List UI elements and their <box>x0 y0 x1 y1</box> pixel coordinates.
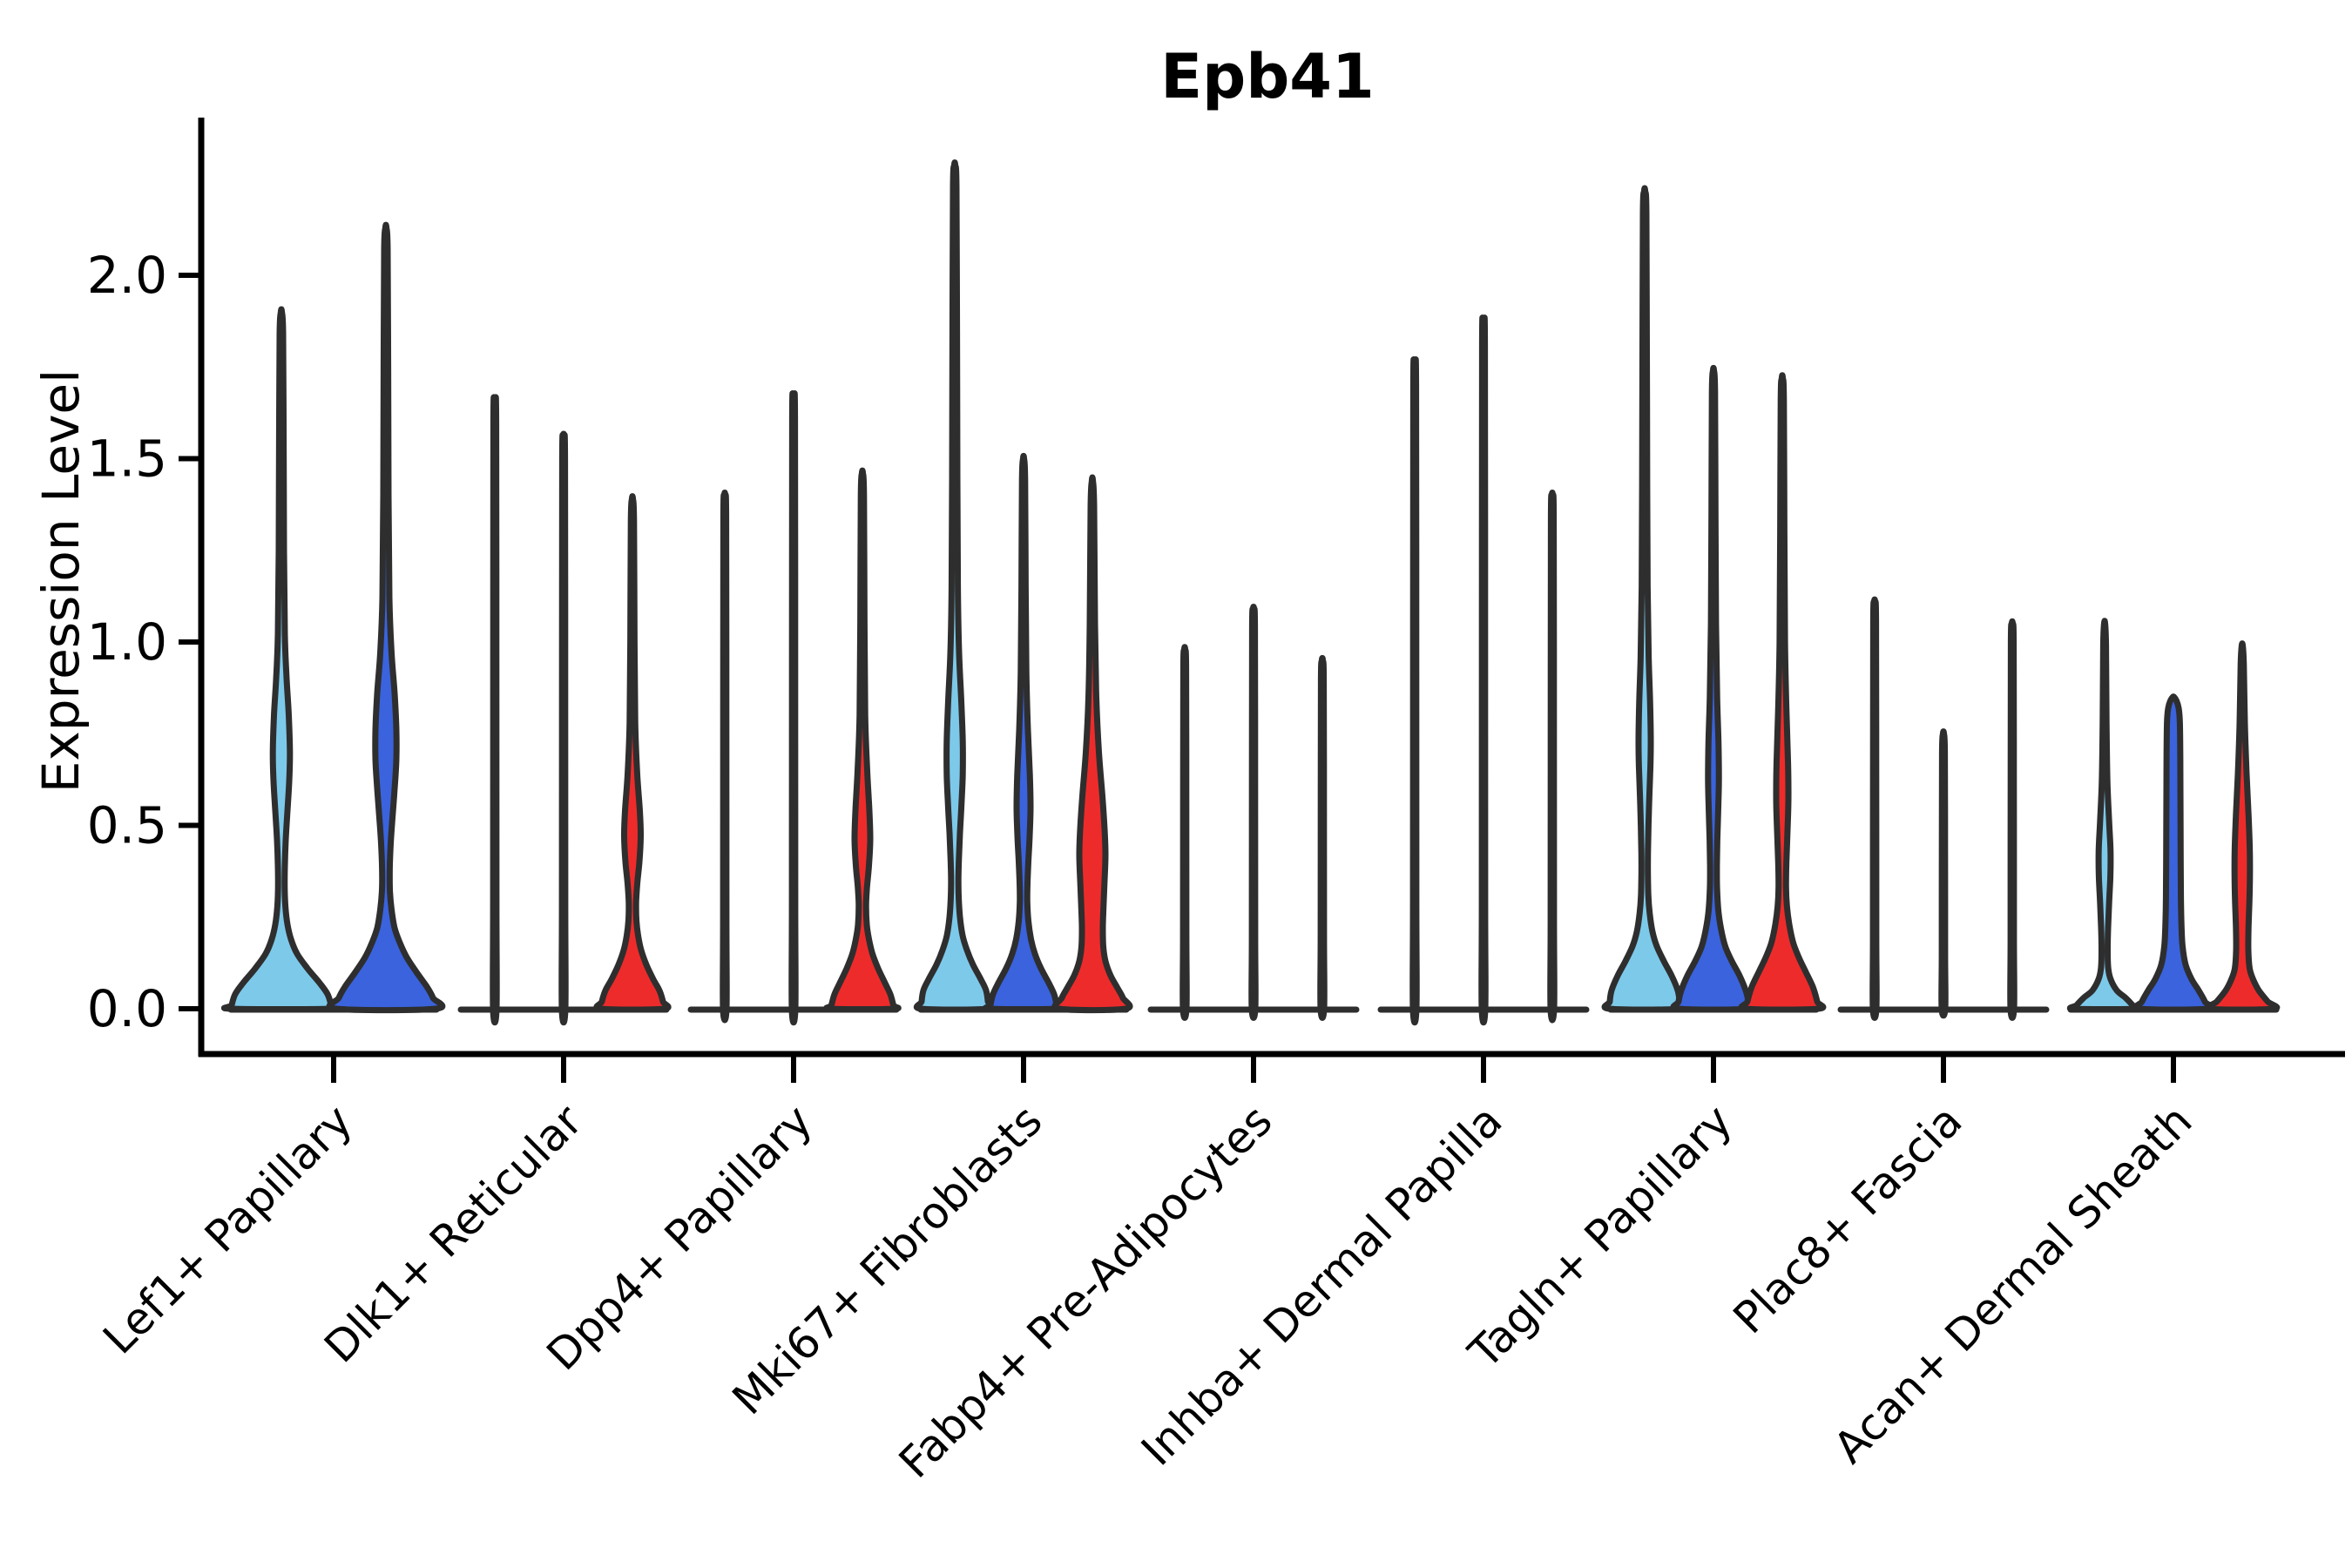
violin-acan-dermal-sheath-red <box>2204 640 2281 1013</box>
violin-dpp4-papillary-red <box>823 467 902 1013</box>
y-tick-label: 0.5 <box>87 796 167 855</box>
violin-mki67-fibroblasts-skyblue <box>913 159 997 1013</box>
axes: 0.0 0.5 1.0 1.5 2.0 <box>87 118 2345 1083</box>
y-tick-label: 0.0 <box>87 979 167 1038</box>
y-tick-label: 1.5 <box>87 429 167 489</box>
violin-tagln-papillary-red <box>1738 372 1827 1013</box>
chart-title: Epb41 <box>1160 41 1374 112</box>
y-axis-label: Expression Level <box>31 369 91 793</box>
x-tick-label-fabp4-pre-adipocytes: Fabp4+ Pre-Adipocytes <box>889 1095 1282 1488</box>
violin-lef1-papillary-skyblue <box>220 306 342 1013</box>
violin-mki67-fibroblasts-red <box>1051 474 1133 1014</box>
violin-inhba-dermal-papilla-royalblue <box>1478 314 1489 1026</box>
violin-fabp4-pre-adipocytes-red <box>1317 654 1328 1021</box>
violin-dlk1-reticular-red <box>593 493 672 1013</box>
violin-dlk1-reticular-royalblue <box>558 430 569 1026</box>
violin-fabp4-pre-adipocytes-skyblue <box>1179 644 1190 1021</box>
y-tick-label: 2.0 <box>87 246 167 305</box>
violins <box>220 159 2281 1026</box>
violin-plac8-fascia-skyblue <box>1869 596 1880 1021</box>
x-tick-label-lef1-papillary: Lef1+ Papillary <box>93 1095 362 1363</box>
violin-fabp4-pre-adipocytes-royalblue <box>1248 603 1259 1021</box>
violin-tagln-papillary-skyblue <box>1601 185 1688 1013</box>
violin-inhba-dermal-papilla-skyblue <box>1409 356 1420 1026</box>
violin-plac8-fascia-red <box>2007 618 2017 1021</box>
violin-dlk1-reticular-skyblue <box>490 394 500 1026</box>
violin-mki67-fibroblasts-royalblue <box>982 452 1065 1013</box>
violin-dpp4-papillary-royalblue <box>788 390 799 1026</box>
violin-tagln-papillary-royalblue <box>1670 364 1757 1013</box>
violin-dpp4-papillary-skyblue <box>720 489 730 1024</box>
violin-acan-dermal-sheath-royalblue <box>2132 693 2214 1013</box>
violin-inhba-dermal-papilla-red <box>1547 489 1558 1024</box>
violin-acan-dermal-sheath-skyblue <box>2066 618 2143 1013</box>
violin-lef1-papillary-royalblue <box>326 221 446 1014</box>
violin-plac8-fascia-royalblue <box>1938 728 1949 1019</box>
x-tick-label-plac8-fascia: Plac8+ Fascia <box>1724 1095 1972 1343</box>
y-tick-label: 1.0 <box>87 612 167 672</box>
